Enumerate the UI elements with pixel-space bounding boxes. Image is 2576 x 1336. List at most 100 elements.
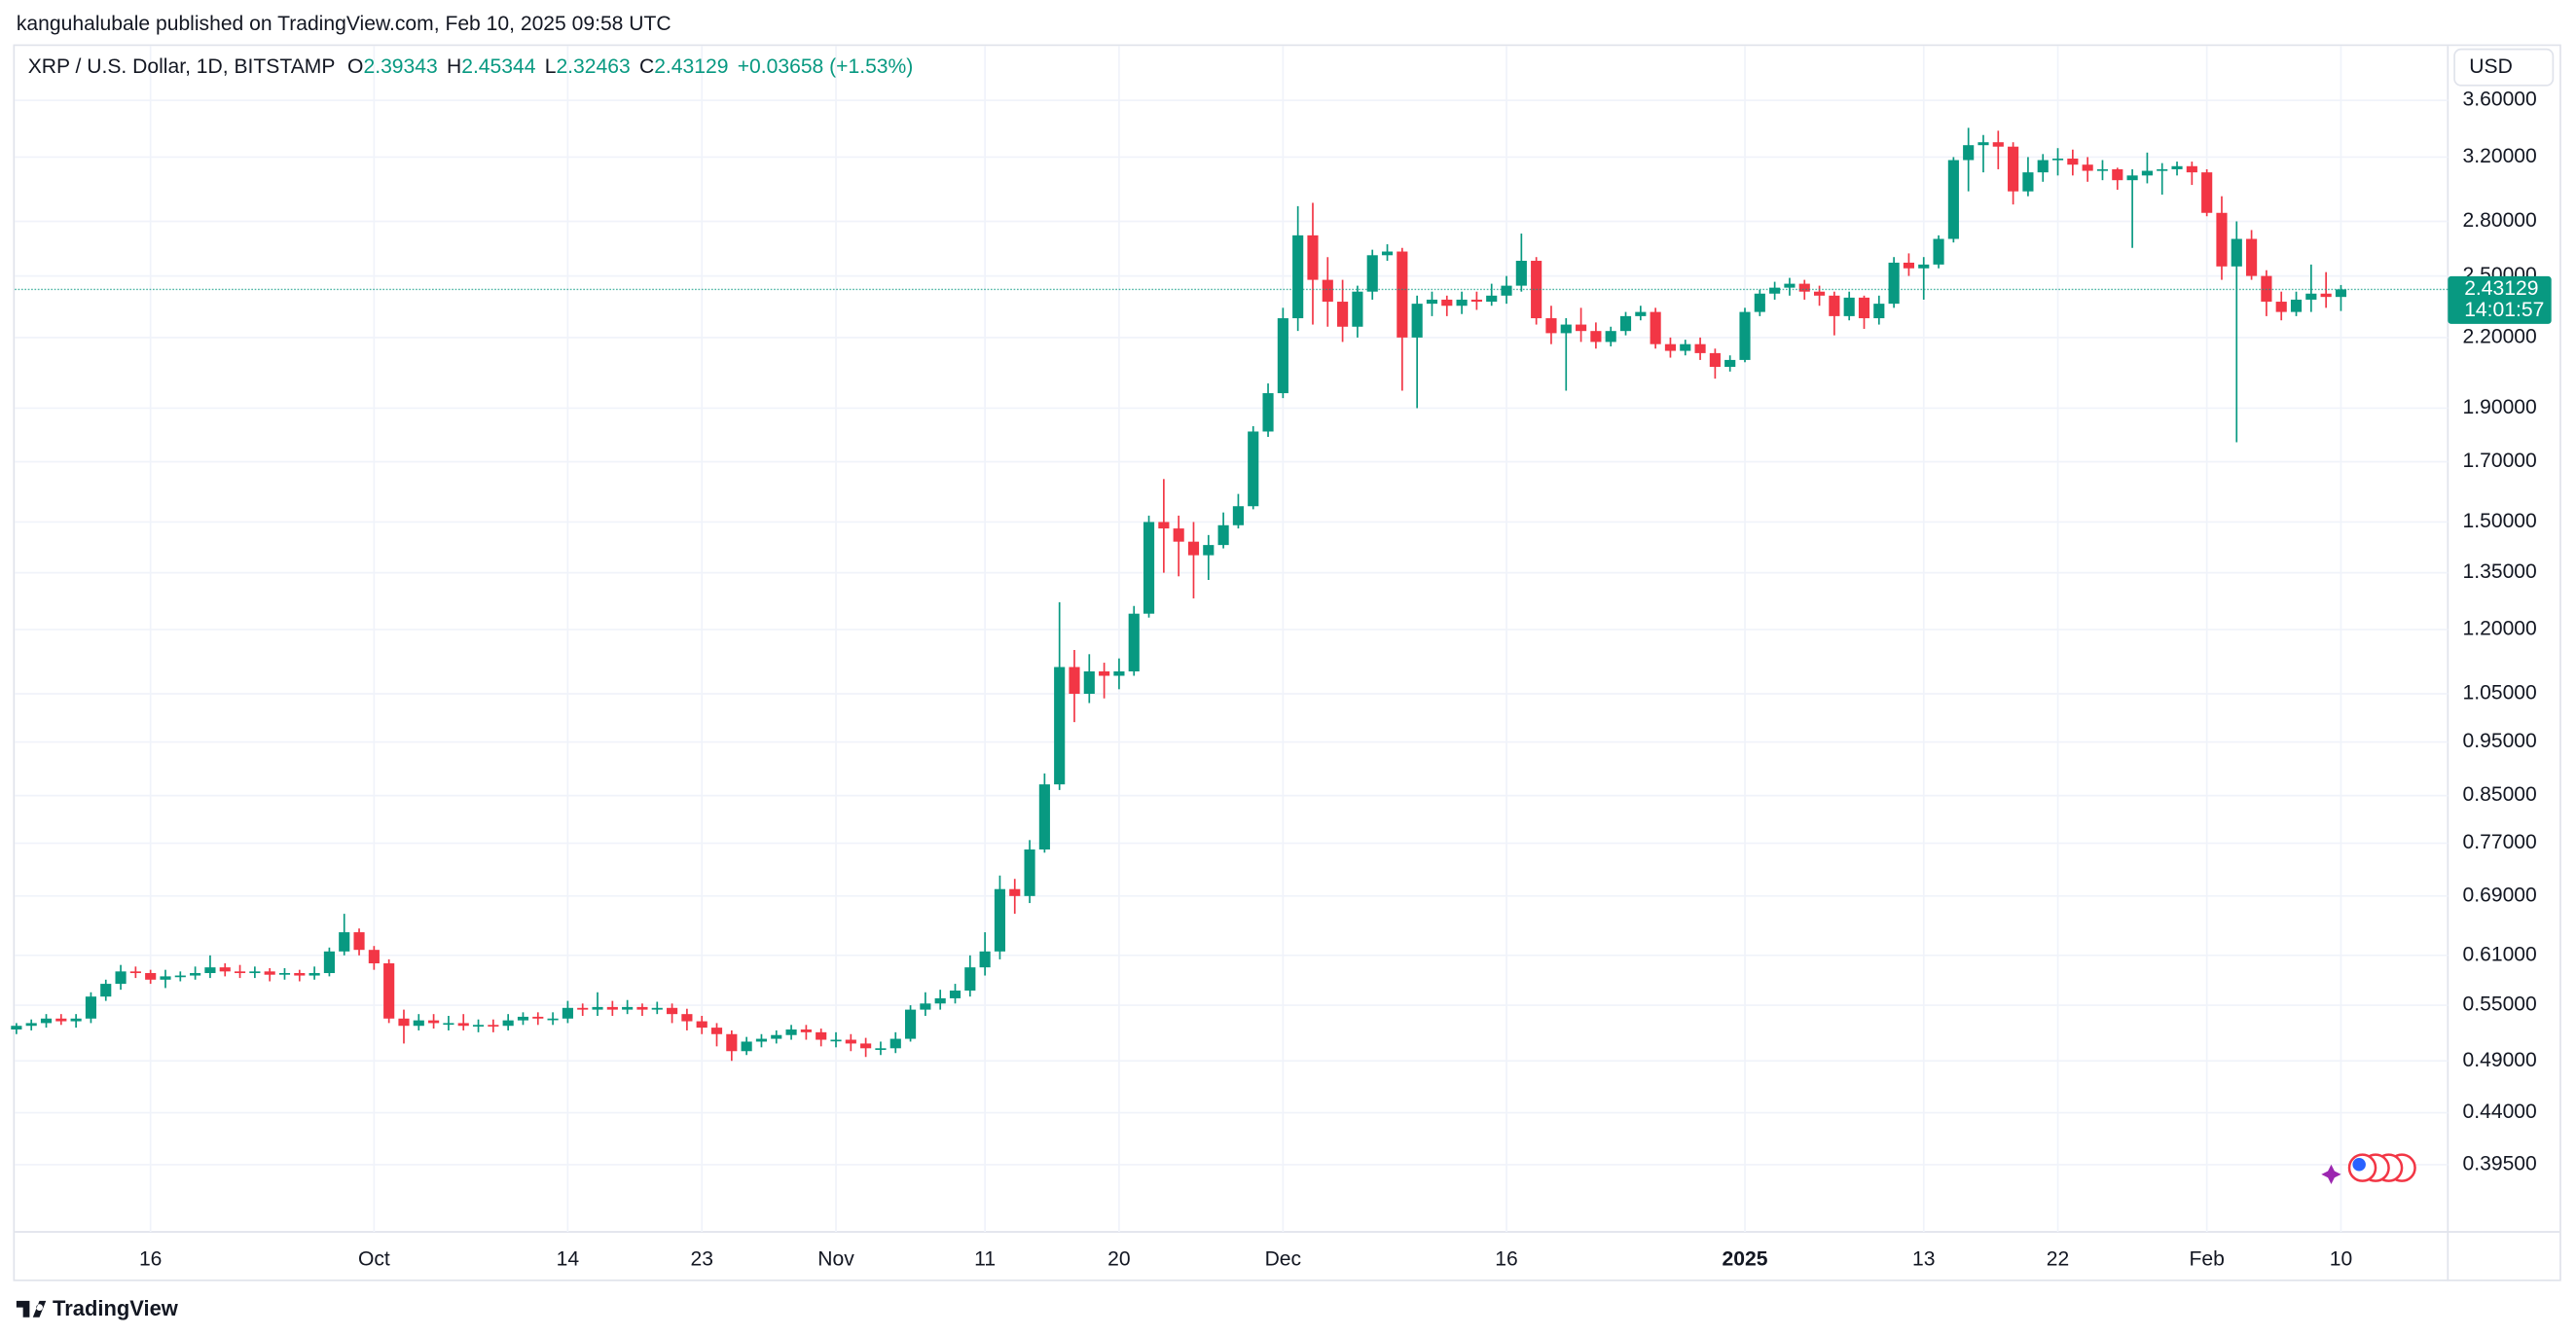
candle-body: [1858, 297, 1870, 319]
x-tick-label: Feb: [2189, 1247, 2224, 1270]
candle-body: [1724, 359, 1736, 368]
candle-body: [1590, 331, 1602, 343]
candle-body: [517, 1016, 529, 1021]
candle-body: [2246, 238, 2258, 276]
candle-body: [1381, 251, 1394, 256]
candle-body: [532, 1016, 544, 1019]
candle-body: [547, 1018, 559, 1021]
y-tick-label: 0.61000: [2463, 943, 2537, 965]
candle-body: [726, 1033, 738, 1052]
candle-body: [219, 967, 231, 972]
y-tick-label: 0.39500: [2463, 1153, 2537, 1175]
y-tick-label: 2.20000: [2463, 325, 2537, 347]
candle-body: [1963, 145, 1975, 161]
candle-body: [1054, 667, 1066, 785]
candle-body: [1486, 295, 1498, 303]
chart-frame: [13, 44, 2561, 1282]
candle-body: [1515, 261, 1527, 286]
candle-body: [1248, 431, 1259, 507]
candle-body: [2051, 158, 2064, 161]
candle-body: [100, 984, 112, 997]
candle-body: [25, 1023, 37, 1027]
candle-body: [502, 1020, 514, 1027]
close-value: 2.43129: [654, 55, 728, 78]
candle-body: [1203, 545, 1215, 556]
candle-body: [1113, 670, 1125, 676]
candle-body: [622, 1006, 634, 1010]
x-tick-label: 16: [1495, 1247, 1517, 1270]
candle-body: [1411, 304, 1423, 338]
candle-body: [174, 975, 186, 978]
x-tick-label: 16: [139, 1247, 162, 1270]
candle-body: [920, 1003, 931, 1010]
candle-body: [2290, 299, 2303, 312]
candle-body: [994, 888, 1006, 952]
candle-body: [428, 1020, 440, 1024]
candle-body: [964, 967, 976, 992]
candle-body: [816, 1031, 827, 1040]
candle-body: [413, 1020, 424, 1027]
candle-body: [1262, 393, 1274, 432]
logo-mark: [16, 1300, 47, 1318]
y-tick-label: 0.69000: [2463, 884, 2537, 906]
currency[interactable]: USD: [2469, 55, 2513, 78]
candle-body: [398, 1018, 410, 1027]
candle-body: [85, 996, 97, 1019]
candle-body: [204, 967, 216, 974]
candle-body: [1739, 311, 1751, 360]
publisher-line: kanguhalubale published on TradingView.c…: [17, 13, 671, 35]
candle-body: [1798, 283, 1810, 292]
candle-body: [1947, 160, 1959, 239]
candle-body: [2157, 168, 2168, 171]
candle-body: [1992, 142, 2004, 147]
event-icons: [2321, 1153, 2416, 1185]
currency-box[interactable]: [2453, 48, 2555, 87]
candle-body: [651, 1007, 663, 1010]
candle-body: [278, 973, 291, 975]
candle-body: [249, 971, 261, 974]
candle-body: [889, 1038, 901, 1049]
candle-body: [1784, 283, 1796, 288]
candle-body: [129, 971, 141, 974]
candle-body: [592, 1006, 603, 1010]
candle-body: [1337, 302, 1349, 327]
candle-body: [1754, 293, 1765, 312]
candle-body: [2126, 175, 2138, 181]
candle-body: [1843, 297, 1855, 316]
x-tick-label: Dec: [1265, 1247, 1302, 1270]
candle-body: [1888, 262, 1900, 305]
candle-body: [353, 932, 365, 951]
x-tick-label: 14: [557, 1247, 580, 1270]
candle-body: [2201, 172, 2213, 213]
candle-body: [562, 1007, 573, 1019]
candle-body: [1158, 522, 1170, 529]
y-tick-label: 1.05000: [2463, 682, 2537, 704]
candle-body: [2082, 164, 2093, 171]
candle-body: [830, 1039, 842, 1042]
candle-body: [1680, 343, 1691, 351]
candle-body: [2067, 158, 2079, 165]
candle-body: [667, 1007, 678, 1015]
candle-body: [1024, 849, 1035, 896]
candle-body: [1009, 888, 1021, 896]
candle-body: [443, 1023, 454, 1026]
candle-body: [160, 976, 171, 980]
candle-body: [368, 950, 380, 964]
candle-body: [1397, 251, 1408, 338]
candle-body: [1501, 285, 1512, 296]
candle-body: [234, 971, 246, 974]
candle-body: [383, 963, 395, 1019]
candle-body: [1694, 343, 1706, 353]
candle-body: [710, 1028, 723, 1034]
candle-body: [1605, 331, 1616, 343]
x-tick-label: 20: [1107, 1247, 1130, 1270]
candle-body: [1352, 291, 1363, 327]
candle-body: [949, 991, 961, 998]
candle-body: [1769, 287, 1781, 294]
candle-body: [875, 1048, 887, 1050]
event-flag: [2352, 1158, 2366, 1172]
candle-body: [1322, 279, 1333, 303]
candle-body: [2231, 238, 2242, 267]
candle-body: [1560, 324, 1572, 334]
